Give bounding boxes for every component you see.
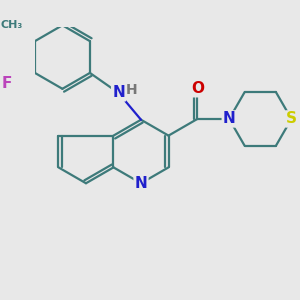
- Text: S: S: [286, 111, 297, 126]
- Text: CH₃: CH₃: [0, 20, 22, 30]
- Text: N: N: [112, 85, 125, 100]
- Text: O: O: [191, 81, 204, 96]
- Text: N: N: [135, 176, 147, 191]
- Text: H: H: [126, 83, 138, 97]
- Text: N: N: [223, 111, 236, 126]
- Text: F: F: [2, 76, 12, 91]
